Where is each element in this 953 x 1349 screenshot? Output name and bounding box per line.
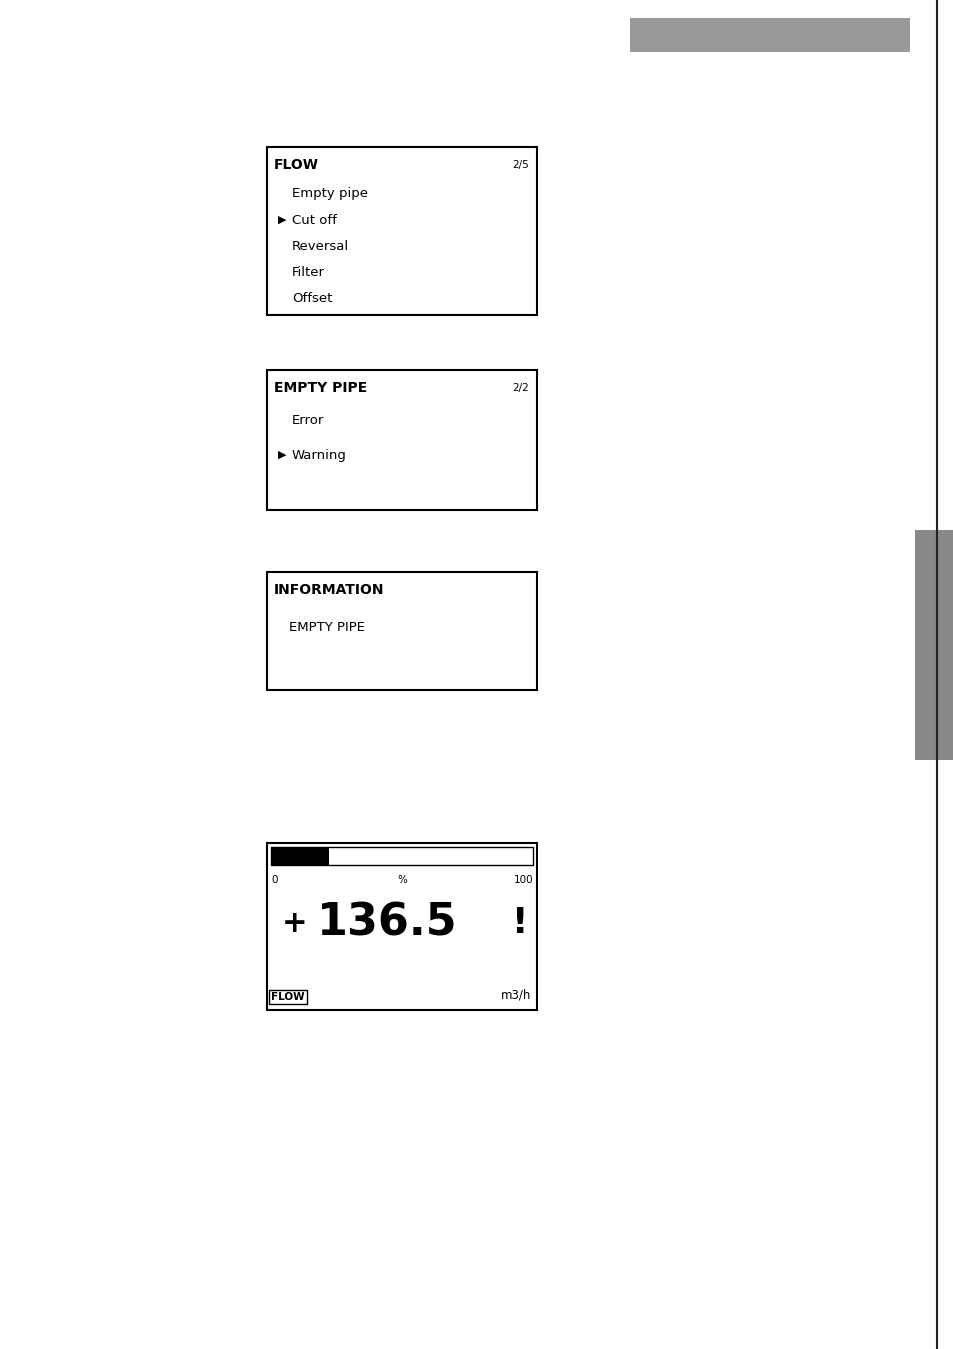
Text: 100: 100 xyxy=(513,876,533,885)
Text: EMPTY PIPE: EMPTY PIPE xyxy=(289,621,365,634)
Bar xyxy=(267,147,537,316)
Text: 0: 0 xyxy=(271,876,277,885)
Text: 2/2: 2/2 xyxy=(512,383,529,393)
Text: Warning: Warning xyxy=(292,448,347,461)
Bar xyxy=(271,847,533,865)
Text: %: % xyxy=(396,876,407,885)
Text: m3/h: m3/h xyxy=(500,989,531,1002)
Text: FLOW: FLOW xyxy=(271,992,304,1002)
Text: FLOW: FLOW xyxy=(274,158,318,173)
Text: ▶: ▶ xyxy=(277,451,286,460)
Text: Filter: Filter xyxy=(292,266,325,278)
Text: Error: Error xyxy=(292,414,324,428)
Text: +: + xyxy=(282,908,307,938)
Text: Offset: Offset xyxy=(292,291,332,305)
Bar xyxy=(629,18,909,53)
Bar xyxy=(271,847,328,865)
Text: !: ! xyxy=(512,907,529,940)
Bar xyxy=(267,843,537,1010)
Text: EMPTY PIPE: EMPTY PIPE xyxy=(274,380,367,395)
Text: Reversal: Reversal xyxy=(292,240,349,252)
Text: Cut off: Cut off xyxy=(292,213,336,227)
Text: ▶: ▶ xyxy=(277,214,286,225)
Bar xyxy=(267,370,537,510)
Text: 136.5: 136.5 xyxy=(316,901,457,944)
Bar xyxy=(267,572,537,689)
Text: Empty pipe: Empty pipe xyxy=(292,188,368,201)
Text: INFORMATION: INFORMATION xyxy=(274,583,384,598)
Text: 2/5: 2/5 xyxy=(512,161,529,170)
Bar xyxy=(914,530,953,759)
